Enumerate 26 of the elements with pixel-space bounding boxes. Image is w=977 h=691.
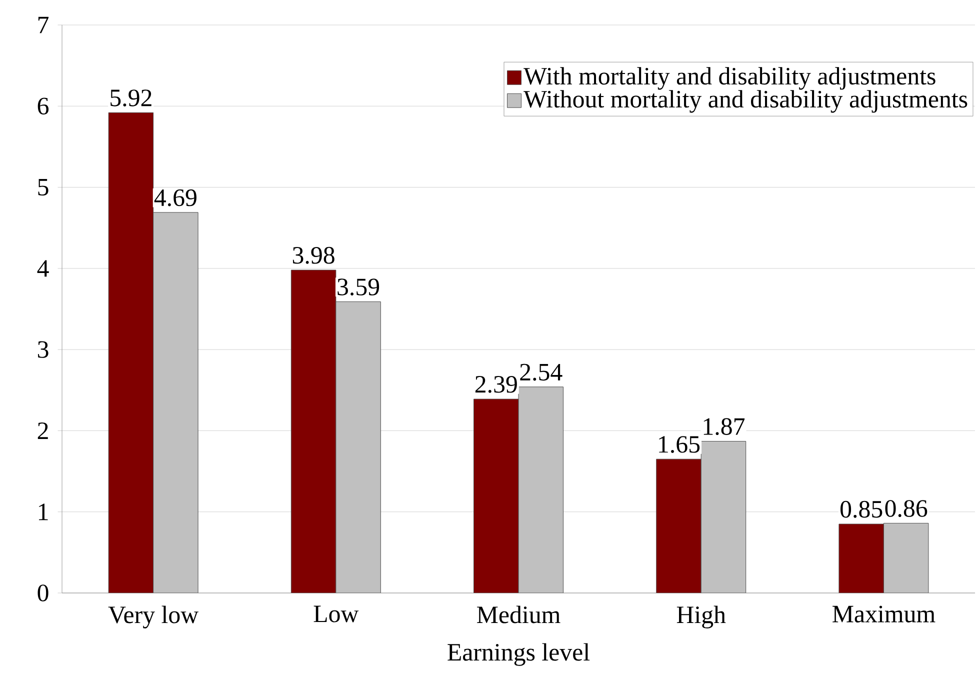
- y-tick-label: 7: [38, 16, 49, 34]
- x-tick-label: High: [676, 606, 726, 628]
- y-tick-label: 0: [38, 584, 48, 602]
- x-tick-label: Maximum: [832, 606, 936, 622]
- data-label: 0.86: [885, 500, 928, 518]
- data-label: 1.65: [659, 436, 700, 453]
- y-tick-label: 2: [38, 422, 48, 439]
- y-tick-label: 3: [38, 341, 48, 358]
- x-tick-label: Very low: [108, 606, 199, 628]
- x-axis-title: Earnings level: [448, 643, 590, 666]
- legend-label: With mortality and disability adjustments: [524, 67, 936, 90]
- y-tick-label: 1: [38, 504, 48, 520]
- y-tick-label: 6: [38, 98, 49, 114]
- y-tick-label: 5: [38, 178, 48, 196]
- data-label: 2.39: [475, 376, 517, 393]
- data-label: 3.59: [338, 278, 380, 296]
- x-tick-label: Medium: [477, 606, 560, 624]
- data-label: 5.92: [110, 90, 152, 106]
- data-label: 2.54: [520, 364, 562, 381]
- legend-label: Without mortality and disability adjustments: [524, 90, 968, 113]
- y-tick-label: 4: [37, 260, 49, 277]
- x-tick-label: Low: [314, 606, 359, 622]
- data-label: 0.85: [840, 500, 882, 518]
- data-label: 3.98: [292, 246, 334, 264]
- data-label: 4.69: [154, 189, 196, 206]
- data-label: 1.87: [704, 418, 745, 436]
